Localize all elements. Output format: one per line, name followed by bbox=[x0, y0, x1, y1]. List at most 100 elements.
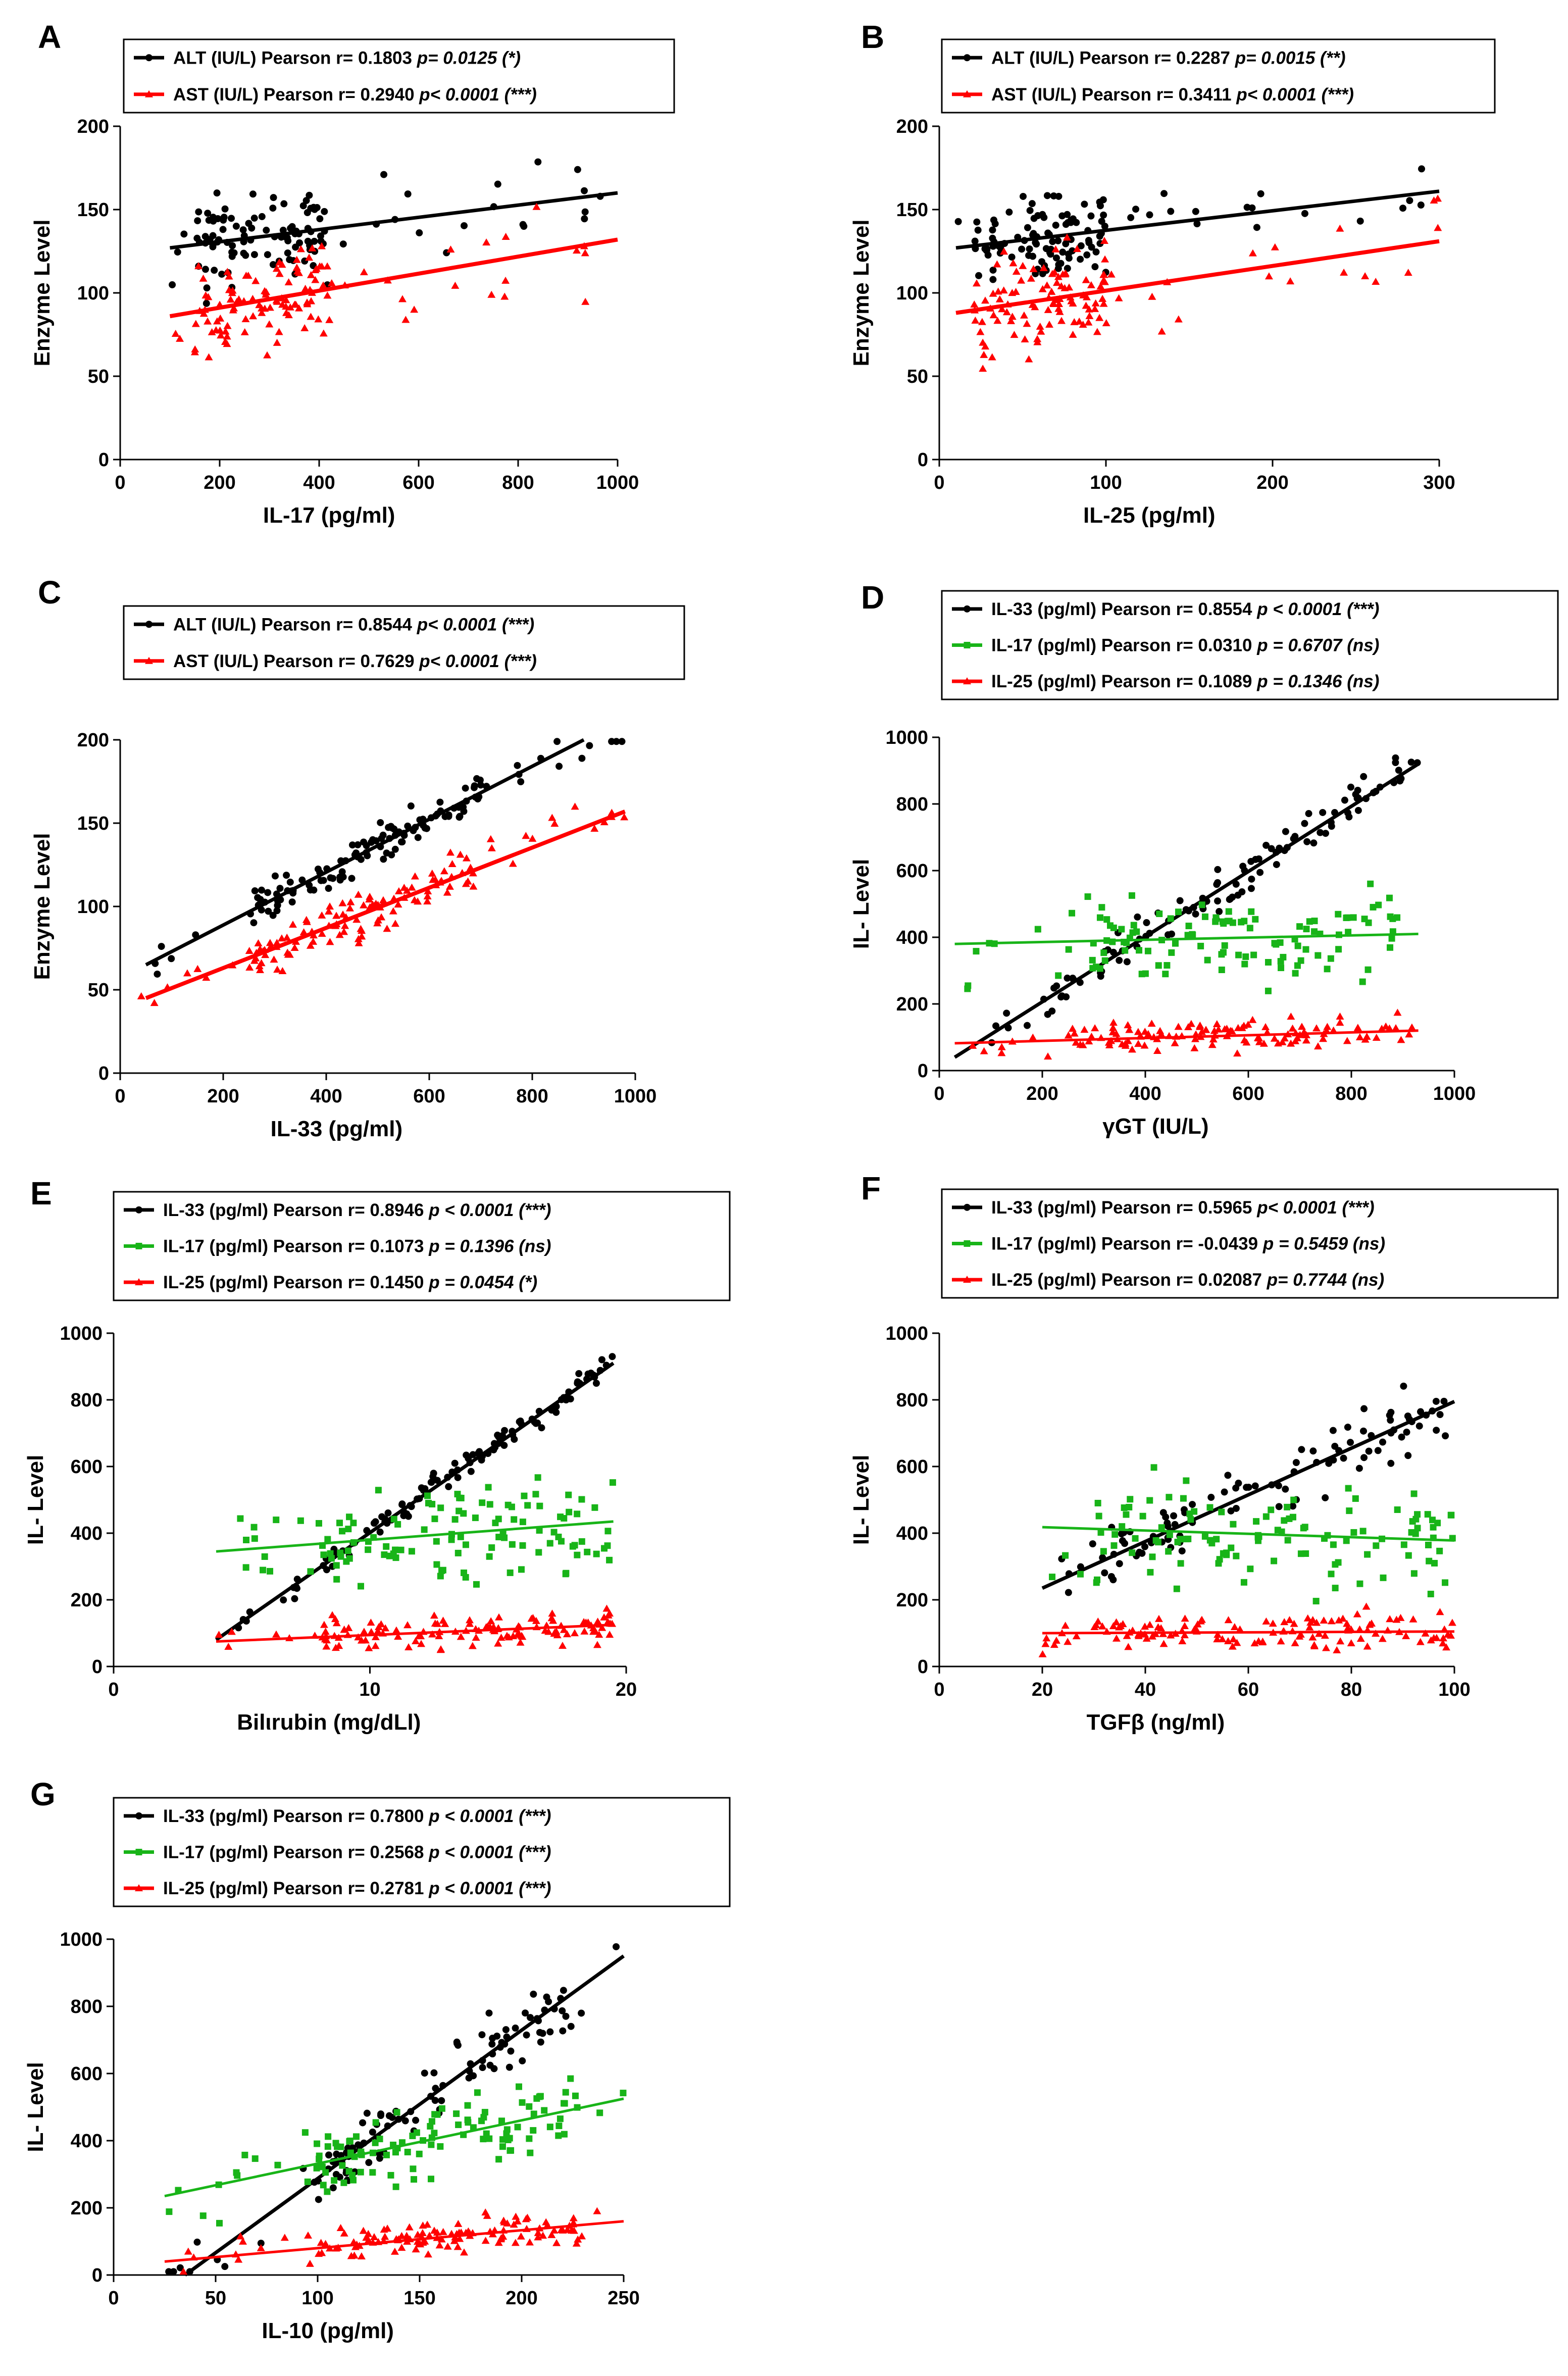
data-point bbox=[204, 317, 212, 325]
data-point bbox=[1229, 1635, 1238, 1643]
data-point bbox=[479, 2064, 486, 2071]
data-point bbox=[323, 262, 332, 270]
data-point bbox=[1229, 919, 1236, 926]
data-point bbox=[1003, 1009, 1010, 1017]
data-point bbox=[317, 232, 324, 240]
data-point bbox=[311, 276, 320, 283]
data-point bbox=[1180, 1631, 1189, 1639]
data-point bbox=[487, 290, 496, 298]
data-point bbox=[283, 872, 290, 879]
data-point bbox=[1426, 1557, 1433, 1564]
data-point bbox=[1026, 245, 1033, 252]
data-point bbox=[314, 315, 323, 323]
data-point bbox=[201, 233, 209, 240]
data-point bbox=[371, 1642, 380, 1649]
data-point bbox=[1101, 957, 1108, 964]
data-point bbox=[485, 1484, 492, 1491]
data-point bbox=[433, 2229, 441, 2236]
data-point bbox=[315, 2196, 322, 2203]
data-point bbox=[176, 334, 184, 342]
data-point bbox=[424, 2250, 432, 2258]
data-point bbox=[404, 190, 412, 198]
data-point bbox=[392, 2183, 399, 2190]
x-axis-title-a: IL-17 (pg/ml) bbox=[263, 503, 395, 528]
data-point bbox=[245, 964, 254, 971]
data-point bbox=[581, 215, 588, 223]
data-point bbox=[561, 2100, 568, 2107]
data-point bbox=[209, 232, 217, 239]
data-point bbox=[578, 1496, 585, 1503]
data-point bbox=[1417, 201, 1425, 209]
series-c-1 bbox=[137, 802, 629, 1006]
data-point bbox=[501, 276, 510, 284]
data-point bbox=[478, 2031, 486, 2039]
data-point bbox=[261, 951, 270, 958]
data-point bbox=[474, 2089, 481, 2096]
data-point bbox=[1228, 1544, 1235, 1551]
data-point bbox=[1024, 1022, 1031, 1029]
data-point bbox=[1250, 951, 1257, 958]
data-point bbox=[460, 2248, 469, 2256]
data-point bbox=[350, 1520, 357, 1527]
data-point bbox=[358, 927, 366, 934]
y-tick-label: 150 bbox=[896, 199, 928, 221]
data-point bbox=[1123, 1511, 1130, 1518]
data-point bbox=[1228, 1642, 1237, 1650]
data-point bbox=[1089, 1540, 1096, 1548]
data-point bbox=[1275, 1482, 1282, 1490]
data-point bbox=[273, 1516, 280, 1524]
data-point bbox=[547, 1614, 556, 1622]
data-point bbox=[324, 2188, 331, 2195]
data-point bbox=[555, 2132, 562, 2139]
data-point bbox=[498, 2117, 505, 2125]
data-point bbox=[1440, 1397, 1448, 1405]
data-point bbox=[1107, 270, 1116, 278]
data-point bbox=[1112, 1618, 1121, 1626]
data-point bbox=[1248, 1016, 1257, 1023]
data-point bbox=[507, 1569, 514, 1576]
data-point bbox=[435, 2241, 444, 2249]
data-point bbox=[557, 1513, 564, 1521]
data-point bbox=[359, 2227, 368, 2234]
data-point bbox=[976, 328, 985, 335]
data-point bbox=[1116, 1560, 1123, 1568]
data-point bbox=[1416, 1638, 1425, 1645]
data-point bbox=[593, 2207, 601, 2214]
data-point bbox=[469, 882, 478, 890]
data-point bbox=[1018, 245, 1026, 253]
legend-entry: IL-25 (pg/ml) Pearson r= 0.1450 p = 0.04… bbox=[163, 1273, 537, 1292]
data-point bbox=[974, 226, 982, 234]
data-point bbox=[1154, 1539, 1161, 1546]
data-point bbox=[1143, 919, 1150, 927]
data-point bbox=[296, 239, 304, 246]
data-point bbox=[1314, 1630, 1323, 1637]
data-point bbox=[965, 982, 972, 989]
data-point bbox=[572, 2239, 581, 2247]
data-point bbox=[436, 1646, 445, 1653]
data-point bbox=[1142, 970, 1149, 977]
data-point bbox=[1054, 273, 1063, 280]
data-point bbox=[456, 850, 465, 858]
data-point bbox=[269, 912, 277, 919]
data-point bbox=[473, 1581, 480, 1588]
legend-d-2-marker bbox=[963, 677, 971, 685]
data-point bbox=[1386, 894, 1393, 901]
data-point bbox=[191, 320, 200, 327]
data-point bbox=[620, 2090, 627, 2097]
data-point bbox=[592, 1380, 600, 1387]
data-point bbox=[1296, 923, 1303, 930]
data-point bbox=[336, 1520, 343, 1527]
regression-line bbox=[170, 191, 618, 250]
data-point bbox=[980, 1047, 988, 1054]
data-point bbox=[203, 299, 210, 307]
data-point bbox=[1436, 1411, 1444, 1419]
data-point bbox=[994, 287, 1002, 295]
data-point bbox=[1431, 1559, 1438, 1566]
data-point bbox=[1050, 192, 1057, 199]
data-point bbox=[250, 919, 258, 927]
data-point bbox=[559, 2027, 567, 2035]
data-point bbox=[1185, 923, 1192, 930]
data-point bbox=[1264, 987, 1272, 994]
data-point bbox=[1008, 313, 1017, 320]
data-point bbox=[1010, 331, 1019, 338]
